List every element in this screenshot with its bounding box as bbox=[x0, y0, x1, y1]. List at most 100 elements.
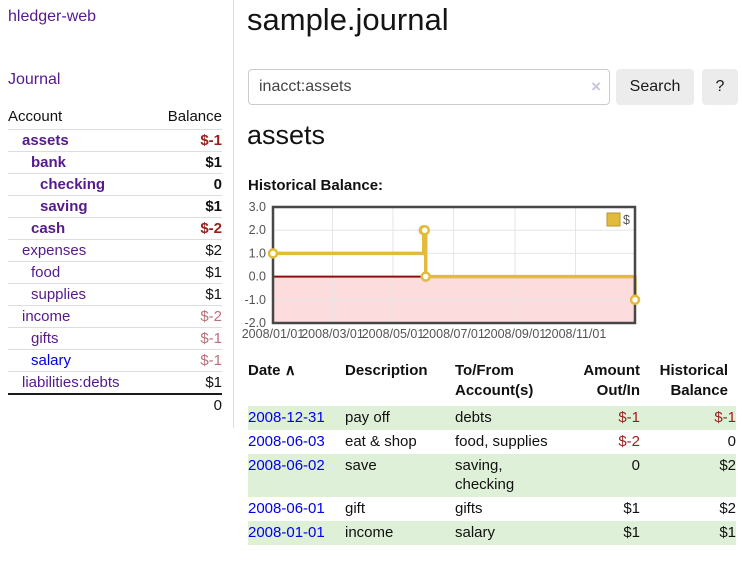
sidebar-item-journal[interactable]: Journal bbox=[8, 71, 61, 88]
account-link-supplies[interactable]: supplies bbox=[31, 286, 87, 303]
account-balance: $1 bbox=[152, 151, 222, 174]
account-balance: $2 bbox=[152, 239, 222, 262]
sort-ascending-icon: ∧ bbox=[284, 362, 296, 379]
account-balance: 0 bbox=[152, 173, 222, 196]
transaction-date-link[interactable]: 2008-12-31 bbox=[248, 409, 325, 426]
transaction-balance: $2 bbox=[719, 457, 736, 474]
transaction-amount: 0 bbox=[631, 457, 640, 474]
accounts-header-balance: Balance bbox=[167, 108, 222, 125]
accounts-total-row: 0 bbox=[8, 393, 222, 416]
clear-search-icon[interactable]: × bbox=[591, 77, 601, 96]
accounts-header-account: Account bbox=[8, 108, 63, 125]
account-row-checking: checking 0 bbox=[8, 173, 222, 196]
svg-text:2.0: 2.0 bbox=[249, 223, 266, 237]
transaction-date-link[interactable]: 2008-06-02 bbox=[248, 457, 325, 474]
app-brand-link[interactable]: hledger-web bbox=[8, 8, 97, 25]
register-row[interactable]: 2008-01-01 income salary $1 $1 bbox=[248, 521, 736, 545]
transaction-amount: $-1 bbox=[618, 409, 640, 426]
register-header-date[interactable]: Date ∧ bbox=[248, 362, 296, 379]
svg-text:2008/09/01: 2008/09/01 bbox=[484, 327, 547, 341]
svg-text:3.0: 3.0 bbox=[249, 200, 266, 214]
register-table: Date ∧ Description To/From Account(s) Am… bbox=[248, 361, 736, 545]
register-row[interactable]: 2008-12-31 pay off debts $-1 $-1 bbox=[248, 406, 736, 430]
transaction-balance: 0 bbox=[727, 433, 736, 450]
transaction-amount: $-2 bbox=[618, 433, 640, 450]
transaction-balance: $2 bbox=[719, 500, 736, 517]
chart-title: Historical Balance: bbox=[248, 177, 384, 194]
account-link-bank[interactable]: bank bbox=[31, 154, 67, 171]
svg-text:2008/05/01: 2008/05/01 bbox=[362, 327, 425, 341]
account-balance: $-1 bbox=[152, 129, 222, 152]
account-link-checking[interactable]: checking bbox=[40, 176, 106, 193]
transaction-date-link[interactable]: 2008-06-03 bbox=[248, 433, 325, 450]
account-row-salary: salary $-1 bbox=[8, 349, 222, 372]
accounts-total-value: 0 bbox=[152, 393, 222, 416]
account-balance: $1 bbox=[152, 195, 222, 218]
search-form: × Search ? bbox=[248, 69, 738, 105]
svg-text:2008/11/01: 2008/11/01 bbox=[545, 327, 607, 341]
transaction-balance: $1 bbox=[719, 524, 736, 541]
page-title: sample.journal bbox=[247, 2, 449, 37]
account-row-cash: cash $-2 bbox=[8, 217, 222, 240]
svg-text:2008/03/01: 2008/03/01 bbox=[301, 327, 364, 341]
account-row-supplies: supplies $1 bbox=[8, 283, 222, 306]
transaction-description: gift bbox=[345, 500, 366, 517]
transaction-accounts: saving, checking bbox=[455, 457, 515, 493]
account-link-salary[interactable]: salary bbox=[31, 352, 72, 369]
account-link-gifts[interactable]: gifts bbox=[31, 330, 59, 347]
account-row-liabilities-debts: liabilities:debts $1 bbox=[8, 371, 222, 394]
account-link-liabilities-debts[interactable]: liabilities:debts bbox=[22, 374, 120, 391]
transaction-date-link[interactable]: 2008-06-01 bbox=[248, 500, 325, 517]
register-header-row: Date ∧ Description To/From Account(s) Am… bbox=[248, 361, 736, 406]
register-row[interactable]: 2008-06-02 save saving, checking 0 $2 bbox=[248, 454, 736, 497]
account-row-food: food $1 bbox=[8, 261, 222, 284]
register-header-accounts: To/From Account(s) bbox=[455, 362, 534, 399]
account-row-assets: assets $-1 bbox=[8, 129, 222, 152]
register-row[interactable]: 2008-06-03 eat & shop food, supplies $-2… bbox=[248, 430, 736, 454]
account-balance: $-2 bbox=[152, 217, 222, 240]
register-header-balance: Historical Balance bbox=[659, 362, 728, 399]
svg-text:$: $ bbox=[623, 213, 630, 227]
account-link-expenses[interactable]: expenses bbox=[22, 242, 87, 259]
account-link-income[interactable]: income bbox=[22, 308, 71, 325]
account-balance: $-1 bbox=[152, 349, 222, 372]
svg-text:1.0: 1.0 bbox=[249, 246, 266, 260]
svg-text:-2.0: -2.0 bbox=[244, 316, 266, 330]
transaction-accounts: salary bbox=[455, 524, 496, 541]
historical-balance-chart: 3.0 2.0 1.0 0.0 -1.0 -2.02008/01/012008/03/01… bbox=[242, 200, 641, 341]
accounts-table: Account Balance assets $-1 bank $1 check… bbox=[8, 105, 222, 416]
transaction-date-link[interactable]: 2008-01-01 bbox=[248, 524, 325, 541]
svg-text:0.0: 0.0 bbox=[249, 270, 266, 284]
help-button[interactable]: ? bbox=[702, 69, 738, 105]
svg-text:2008/01/01: 2008/01/01 bbox=[242, 327, 305, 341]
transaction-accounts: gifts bbox=[455, 500, 483, 517]
transaction-balance: $-1 bbox=[714, 409, 736, 426]
account-row-gifts: gifts $-1 bbox=[8, 327, 222, 350]
account-row-expenses: expenses $2 bbox=[8, 239, 222, 262]
account-row-income: income $-2 bbox=[8, 305, 222, 328]
register-header-amount: Amount Out/In bbox=[583, 362, 640, 399]
account-balance: $1 bbox=[152, 371, 222, 394]
account-balance: $1 bbox=[152, 261, 222, 284]
svg-text:-1.0: -1.0 bbox=[244, 293, 266, 307]
account-link-saving[interactable]: saving bbox=[40, 198, 88, 215]
transaction-description: eat & shop bbox=[345, 433, 417, 450]
search-input[interactable] bbox=[248, 69, 610, 105]
account-balance: $-2 bbox=[152, 305, 222, 328]
account-link-assets[interactable]: assets bbox=[22, 132, 69, 149]
transaction-description: save bbox=[345, 457, 377, 474]
transaction-accounts: debts bbox=[455, 409, 492, 426]
transaction-description: pay off bbox=[345, 409, 390, 426]
register-row[interactable]: 2008-06-01 gift gifts $1 $2 bbox=[248, 497, 736, 521]
account-link-food[interactable]: food bbox=[31, 264, 61, 281]
account-balance: $1 bbox=[152, 283, 222, 306]
account-row-bank: bank $1 bbox=[8, 151, 222, 174]
search-button[interactable]: Search bbox=[616, 69, 694, 105]
account-row-saving: saving $1 bbox=[8, 195, 222, 218]
transaction-amount: $1 bbox=[623, 524, 640, 541]
svg-text:2008/07/01: 2008/07/01 bbox=[422, 327, 485, 341]
register-header-description: Description bbox=[345, 362, 428, 379]
account-balance: $-1 bbox=[152, 327, 222, 350]
account-link-cash[interactable]: cash bbox=[31, 220, 66, 237]
transaction-description: income bbox=[345, 524, 394, 541]
